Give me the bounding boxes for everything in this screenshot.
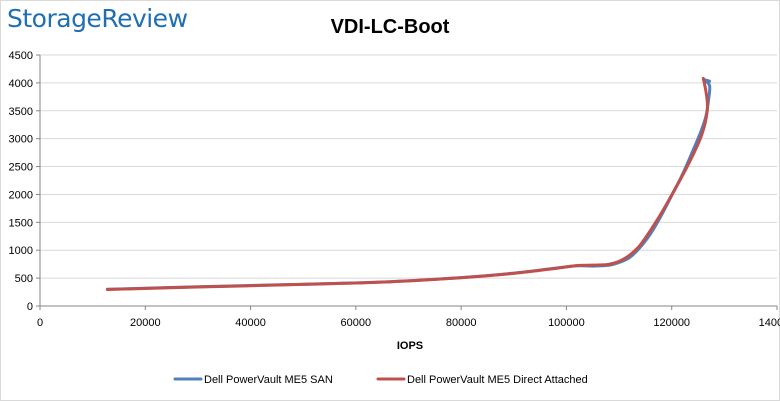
x-tick-label: 40000 [235,317,266,329]
series-lines [105,76,712,291]
chart-title: VDI-LC-Boot [331,16,450,38]
gridlines [40,54,777,279]
x-tick-label: 140000 [759,317,780,329]
y-tick-label: 4000 [9,78,33,90]
legend-label: Dell PowerVault ME5 Direct Attached [407,374,588,386]
x-tick-label: 100000 [548,317,585,329]
storagereview-logo: StorageReview [7,4,188,33]
axes [39,55,777,307]
x-tick-label: 60000 [341,317,372,329]
y-tick-label: 3000 [9,134,33,146]
x-tick-label: 120000 [653,317,690,329]
x-axis-ticks: 0 20000 40000 60000 80000 100000 120000 140000 [37,306,780,329]
y-tick-label: 1500 [9,217,33,229]
legend: Dell PowerVault ME5 SAN Dell PowerVault M… [173,374,588,386]
series-line-1 [105,78,712,291]
y-axis-ticks: 0 500 1000 1500 2000 2500 3000 3500 4000 4500 [9,50,40,313]
y-tick-label: 2500 [9,162,33,174]
x-tick-label: 0 [37,317,43,329]
x-tick-label: 80000 [446,317,477,329]
y-tick-label: 500 [15,273,33,285]
x-axis-label: IOPS [397,340,423,352]
x-tick-label: 20000 [130,317,161,329]
y-tick-label: 4500 [9,50,33,62]
y-tick-label: 3500 [9,106,33,118]
y-tick-label: 0 [27,301,33,313]
series-line-2 [105,76,710,291]
legend-label: Dell PowerVault ME5 SAN [204,374,333,386]
y-tick-label: 2000 [9,189,33,201]
y-tick-label: 1000 [9,245,33,257]
